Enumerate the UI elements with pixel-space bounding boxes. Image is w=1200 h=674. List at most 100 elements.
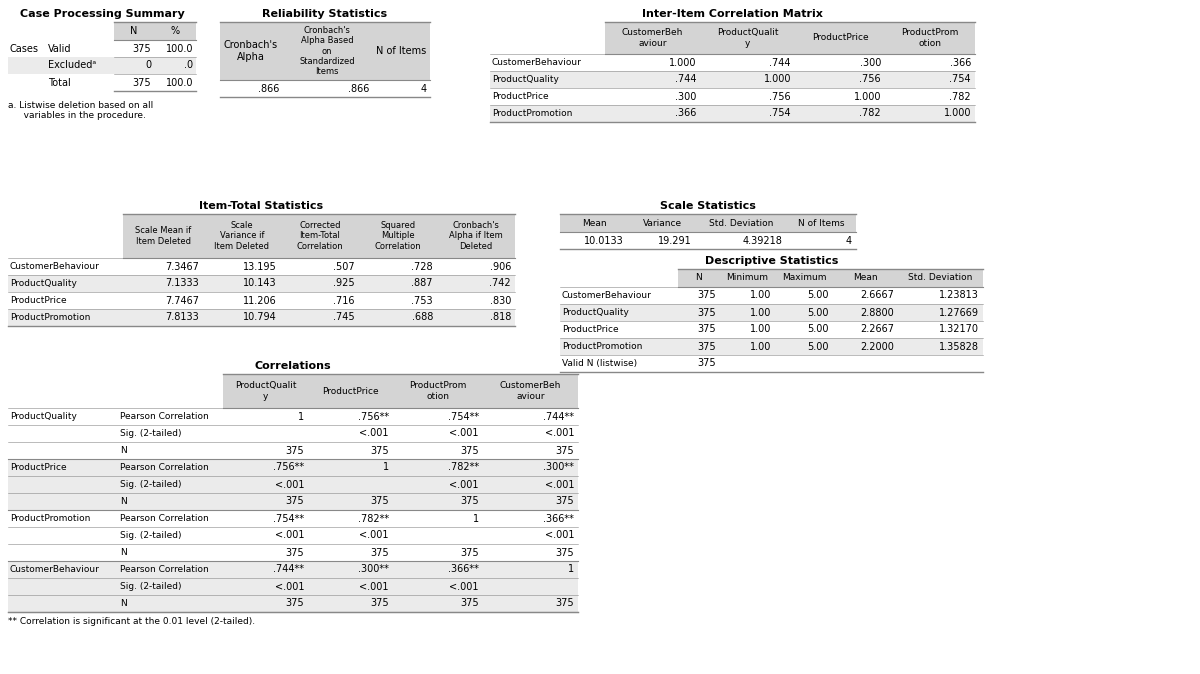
- Text: Minimum: Minimum: [726, 274, 768, 282]
- Bar: [114, 22, 196, 40]
- Text: 1.23813: 1.23813: [940, 290, 979, 301]
- Text: 375: 375: [371, 446, 389, 456]
- Text: a. Listwise deletion based on all
   variables in the procedure.: a. Listwise deletion based on all variab…: [8, 101, 154, 121]
- Text: 375: 375: [697, 324, 716, 334]
- Text: 375: 375: [286, 446, 304, 456]
- Text: 375: 375: [371, 599, 389, 609]
- Text: Scale Mean if
Item Deleted: Scale Mean if Item Deleted: [134, 226, 191, 246]
- Text: .925: .925: [334, 278, 355, 288]
- Text: ProductPromotion: ProductPromotion: [10, 514, 90, 523]
- Text: .300: .300: [859, 57, 881, 67]
- Text: .754**: .754**: [448, 412, 479, 421]
- Text: Cronbach's
Alpha if Item
Deleted: Cronbach's Alpha if Item Deleted: [449, 221, 503, 251]
- Text: .754: .754: [769, 109, 791, 119]
- Text: Scale
Variance if
Item Deleted: Scale Variance if Item Deleted: [215, 221, 270, 251]
- Text: Item-Total Statistics: Item-Total Statistics: [199, 201, 324, 211]
- Text: ProductProm
otion: ProductProm otion: [901, 28, 959, 48]
- Text: .366: .366: [949, 57, 971, 67]
- Text: Cases: Cases: [10, 44, 38, 53]
- Text: Inter-Item Correlation Matrix: Inter-Item Correlation Matrix: [642, 9, 823, 19]
- Text: .300: .300: [674, 92, 696, 102]
- Text: .756**: .756**: [272, 462, 304, 472]
- Text: .906: .906: [490, 262, 511, 272]
- Text: .830: .830: [490, 295, 511, 305]
- Text: ** Correlation is significant at the 0.01 level (2-tailed).: ** Correlation is significant at the 0.0…: [8, 617, 256, 626]
- Text: 1.000: 1.000: [853, 92, 881, 102]
- Text: .742: .742: [490, 278, 511, 288]
- Text: .716: .716: [334, 295, 355, 305]
- Bar: [8, 57, 196, 74]
- Bar: [8, 561, 578, 578]
- Text: 2.2000: 2.2000: [860, 342, 894, 352]
- Text: 1.00: 1.00: [750, 342, 772, 352]
- Text: ProductPrice: ProductPrice: [811, 34, 869, 42]
- Text: Valid: Valid: [48, 44, 72, 53]
- Bar: [8, 595, 578, 612]
- Text: .866: .866: [348, 84, 370, 94]
- Text: Pearson Correlation: Pearson Correlation: [120, 514, 209, 523]
- Text: .366: .366: [674, 109, 696, 119]
- Text: 2.2667: 2.2667: [860, 324, 894, 334]
- Text: Sig. (2-tailed): Sig. (2-tailed): [120, 582, 181, 591]
- Text: ProductPrice: ProductPrice: [492, 92, 548, 101]
- Text: <.001: <.001: [545, 479, 574, 489]
- Text: 0: 0: [145, 61, 151, 71]
- Text: 375: 375: [697, 290, 716, 301]
- Text: Cronbach's
Alpha: Cronbach's Alpha: [224, 40, 278, 62]
- Text: ProductQualit
y: ProductQualit y: [235, 381, 296, 401]
- Bar: [560, 232, 856, 249]
- Text: 5.00: 5.00: [808, 324, 829, 334]
- Text: 7.8133: 7.8133: [166, 313, 199, 322]
- Bar: [490, 88, 974, 105]
- Text: Sig. (2-tailed): Sig. (2-tailed): [120, 480, 181, 489]
- Text: N: N: [120, 446, 127, 455]
- Text: N: N: [120, 497, 127, 506]
- Text: Valid N (listwise): Valid N (listwise): [562, 359, 637, 368]
- Text: 375: 375: [461, 497, 479, 506]
- Text: <.001: <.001: [450, 479, 479, 489]
- Text: 375: 375: [556, 599, 574, 609]
- Text: Sig. (2-tailed): Sig. (2-tailed): [120, 429, 181, 438]
- Bar: [8, 425, 578, 442]
- Text: ProductQuality: ProductQuality: [10, 412, 77, 421]
- Text: Corrected
Item-Total
Correlation: Corrected Item-Total Correlation: [296, 221, 343, 251]
- Bar: [8, 309, 515, 326]
- Text: Mean: Mean: [582, 218, 606, 228]
- Text: 1: 1: [568, 565, 574, 574]
- Text: .744: .744: [769, 57, 791, 67]
- Text: 375: 375: [461, 446, 479, 456]
- Text: 7.7467: 7.7467: [166, 295, 199, 305]
- Text: Reliability Statistics: Reliability Statistics: [263, 9, 388, 19]
- Text: 10.0133: 10.0133: [584, 235, 624, 245]
- Bar: [8, 544, 578, 561]
- Text: 1.32170: 1.32170: [940, 324, 979, 334]
- Text: 375: 375: [286, 497, 304, 506]
- Text: .300**: .300**: [544, 462, 574, 472]
- Bar: [560, 214, 856, 232]
- Text: .728: .728: [412, 262, 433, 272]
- Bar: [124, 214, 515, 258]
- Text: 100.0: 100.0: [166, 78, 193, 88]
- Bar: [560, 355, 983, 372]
- Text: 4: 4: [846, 235, 852, 245]
- Text: <.001: <.001: [275, 479, 304, 489]
- Text: .300**: .300**: [358, 565, 389, 574]
- Text: Pearson Correlation: Pearson Correlation: [120, 463, 209, 472]
- Bar: [220, 80, 430, 97]
- Text: Std. Deviation: Std. Deviation: [908, 274, 973, 282]
- Text: CustomerBeh
aviour: CustomerBeh aviour: [500, 381, 562, 401]
- Text: %: %: [170, 26, 180, 36]
- Text: Total: Total: [48, 78, 71, 88]
- Text: 375: 375: [132, 78, 151, 88]
- Text: Sig. (2-tailed): Sig. (2-tailed): [120, 531, 181, 540]
- Text: CustomerBeh
aviour: CustomerBeh aviour: [622, 28, 683, 48]
- Text: 375: 375: [371, 547, 389, 557]
- Text: ProductQuality: ProductQuality: [10, 279, 77, 288]
- Text: N: N: [120, 548, 127, 557]
- Text: ProductPrice: ProductPrice: [10, 296, 67, 305]
- Text: 1.00: 1.00: [750, 290, 772, 301]
- Text: Pearson Correlation: Pearson Correlation: [120, 565, 209, 574]
- Text: .754**: .754**: [272, 514, 304, 524]
- Text: .754: .754: [949, 75, 971, 84]
- Text: Excludedᵃ: Excludedᵃ: [48, 61, 96, 71]
